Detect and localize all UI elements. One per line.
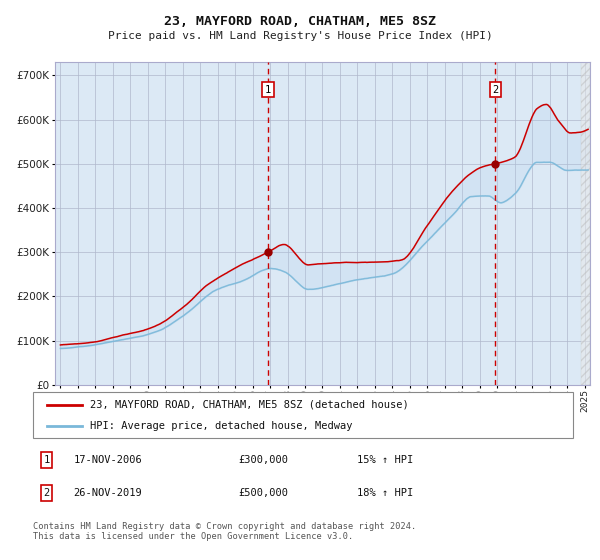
Text: 1: 1 <box>43 455 50 465</box>
Text: £300,000: £300,000 <box>238 455 288 465</box>
Text: 2: 2 <box>43 488 50 498</box>
Text: Contains HM Land Registry data © Crown copyright and database right 2024.
This d: Contains HM Land Registry data © Crown c… <box>33 522 416 542</box>
Text: Price paid vs. HM Land Registry's House Price Index (HPI): Price paid vs. HM Land Registry's House … <box>107 31 493 41</box>
FancyBboxPatch shape <box>33 392 573 438</box>
Text: HPI: Average price, detached house, Medway: HPI: Average price, detached house, Medw… <box>90 422 352 431</box>
Text: 1: 1 <box>265 85 271 95</box>
Text: 26-NOV-2019: 26-NOV-2019 <box>74 488 142 498</box>
Text: 17-NOV-2006: 17-NOV-2006 <box>74 455 142 465</box>
Text: 18% ↑ HPI: 18% ↑ HPI <box>357 488 413 498</box>
Text: £500,000: £500,000 <box>238 488 288 498</box>
Text: 23, MAYFORD ROAD, CHATHAM, ME5 8SZ: 23, MAYFORD ROAD, CHATHAM, ME5 8SZ <box>164 15 436 28</box>
Text: 2: 2 <box>493 85 499 95</box>
Text: 23, MAYFORD ROAD, CHATHAM, ME5 8SZ (detached house): 23, MAYFORD ROAD, CHATHAM, ME5 8SZ (deta… <box>90 400 409 410</box>
Text: 15% ↑ HPI: 15% ↑ HPI <box>357 455 413 465</box>
